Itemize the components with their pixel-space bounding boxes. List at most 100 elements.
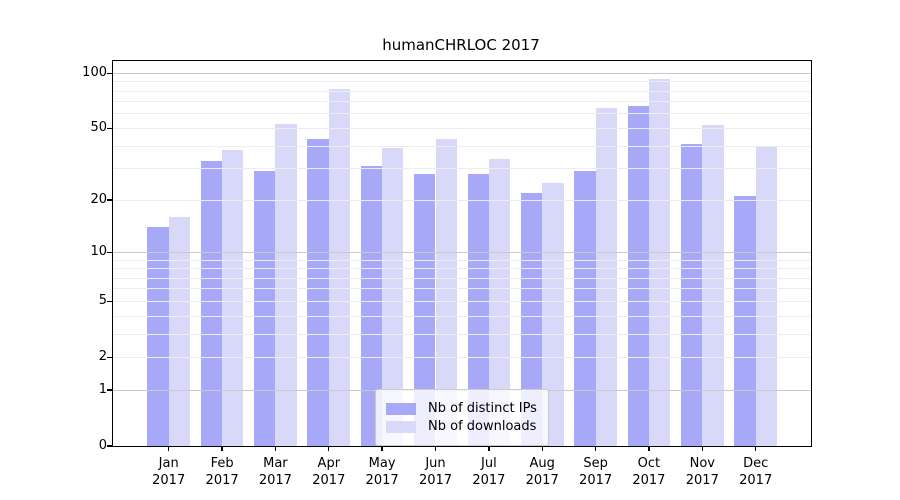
legend-label-downloads: Nb of downloads xyxy=(428,419,537,434)
x-tick-label-aug: Aug 2017 xyxy=(512,455,572,489)
bar-sep-downloads xyxy=(595,107,617,446)
gridline-5 xyxy=(113,300,811,302)
x-tick-label-feb: Feb 2017 xyxy=(192,455,252,489)
y-tick-label-2: 2 xyxy=(98,349,107,365)
x-tick-label-nov: Nov 2017 xyxy=(672,455,732,489)
y-tick-5 xyxy=(107,300,113,302)
bar-dec-distinct-ips xyxy=(734,196,756,446)
plot-area: 100 50 20 10 5 2 1 0 Jan 2017 Feb 2017 Mar 2017 Apr 201… xyxy=(82,60,812,488)
x-tick-aug xyxy=(541,446,543,451)
x-tick-label-year: 2017 xyxy=(579,473,613,488)
y-tick-0 xyxy=(107,445,113,447)
gridline-9 xyxy=(113,259,811,261)
y-tick-label-20: 20 xyxy=(90,192,107,208)
x-tick-label-jul: Jul 2017 xyxy=(459,455,519,489)
bar-nov-downloads xyxy=(702,125,724,446)
gridline-40 xyxy=(113,145,811,147)
x-tick-dec xyxy=(755,446,757,451)
x-tick-label-year: 2017 xyxy=(632,473,666,488)
legend-swatch-distinct-ips xyxy=(386,402,416,415)
gridline-10 xyxy=(113,251,811,253)
bar-apr-downloads xyxy=(328,89,351,446)
x-tick-label-year: 2017 xyxy=(312,473,346,488)
x-tick-label-year: 2017 xyxy=(739,473,773,488)
y-tick-label-0: 0 xyxy=(98,438,107,453)
x-tick-label-year: 2017 xyxy=(525,473,559,488)
x-tick-label-year: 2017 xyxy=(152,473,186,488)
x-tick-nov xyxy=(701,446,703,451)
y-tick-2 xyxy=(107,356,113,358)
gridline-20 xyxy=(113,199,811,201)
x-tick-label-mar: Mar 2017 xyxy=(245,455,305,489)
y-tick-label-100: 100 xyxy=(82,65,107,81)
bar-mar-distinct-ips xyxy=(254,171,276,446)
y-tick-label-1: 1 xyxy=(98,382,107,397)
bar-jun-downloads xyxy=(435,138,457,446)
x-tick-label-year: 2017 xyxy=(365,473,399,488)
gridline-90 xyxy=(113,81,811,83)
legend-item-downloads: Nb of downloads xyxy=(386,419,537,434)
bar-dec-downloads xyxy=(755,146,778,446)
x-tick-label-may: May 2017 xyxy=(352,455,412,489)
bar-may-distinct-ips xyxy=(360,166,383,446)
gridline-7 xyxy=(113,277,811,279)
x-tick-label-oct: Oct 2017 xyxy=(619,455,679,489)
y-tick-label-50: 50 xyxy=(90,120,107,136)
chart-title: humanCHRLOC 2017 xyxy=(382,36,540,54)
bar-jan-downloads xyxy=(168,217,191,446)
bar-oct-downloads xyxy=(648,79,671,446)
gridline-70 xyxy=(113,101,811,103)
bar-apr-distinct-ips xyxy=(307,138,329,446)
x-tick-label-jan: Jan 2017 xyxy=(139,455,199,489)
bar-may-downloads xyxy=(382,148,404,446)
legend-item-distinct-ips: Nb of distinct IPs xyxy=(386,401,537,416)
bar-aug-downloads xyxy=(542,182,564,446)
bar-jul-downloads xyxy=(488,158,511,446)
legend-label-distinct-ips: Nb of distinct IPs xyxy=(428,401,537,416)
legend-swatch-downloads xyxy=(386,420,416,433)
x-tick-jul xyxy=(488,446,490,451)
x-tick-label-year: 2017 xyxy=(418,473,453,488)
gridline-4 xyxy=(113,315,811,317)
y-tick-20 xyxy=(107,199,113,201)
y-tick-label-10: 10 xyxy=(90,244,107,260)
bar-jun-distinct-ips xyxy=(414,174,436,446)
gridline-8 xyxy=(113,268,811,269)
gridline-2 xyxy=(113,356,811,358)
x-tick-oct xyxy=(648,446,650,451)
x-tick-label-sep: Sep 2017 xyxy=(566,455,626,489)
legend: Nb of distinct IPs Nb of downloads xyxy=(375,389,549,446)
x-tick-jan xyxy=(168,446,170,451)
bar-feb-downloads xyxy=(222,150,244,446)
x-tick-feb xyxy=(221,446,223,451)
x-tick-mar xyxy=(274,446,277,451)
bar-mar-downloads xyxy=(275,123,297,446)
gridline-60 xyxy=(113,113,811,115)
bar-nov-distinct-ips xyxy=(680,144,703,446)
y-tick-10 xyxy=(107,251,113,253)
bar-jan-distinct-ips xyxy=(147,227,169,446)
x-tick-label-dec: Dec 2017 xyxy=(726,455,786,489)
gridline-30 xyxy=(113,168,811,170)
bar-feb-distinct-ips xyxy=(200,161,223,446)
x-tick-jun xyxy=(434,446,437,451)
x-tick-sep xyxy=(594,446,597,451)
x-tick-label-apr: Apr 2017 xyxy=(299,455,359,489)
y-tick-label-5: 5 xyxy=(98,293,107,309)
x-tick-apr xyxy=(328,446,330,451)
x-tick-label-jun: Jun 2017 xyxy=(406,455,466,489)
bar-aug-distinct-ips xyxy=(520,192,543,446)
y-tick-1 xyxy=(107,389,113,391)
gridline-3 xyxy=(113,333,811,335)
gridline-80 xyxy=(113,90,811,92)
y-tick-100 xyxy=(107,72,113,74)
gridline-50 xyxy=(113,127,811,129)
gridline-6 xyxy=(113,288,811,290)
x-tick-label-year: 2017 xyxy=(205,473,239,488)
y-tick-50 xyxy=(107,127,113,130)
x-tick-label-year: 2017 xyxy=(685,473,719,488)
bar-sep-distinct-ips xyxy=(574,171,596,446)
gridline-100 xyxy=(113,72,811,74)
x-tick-may xyxy=(381,446,383,451)
